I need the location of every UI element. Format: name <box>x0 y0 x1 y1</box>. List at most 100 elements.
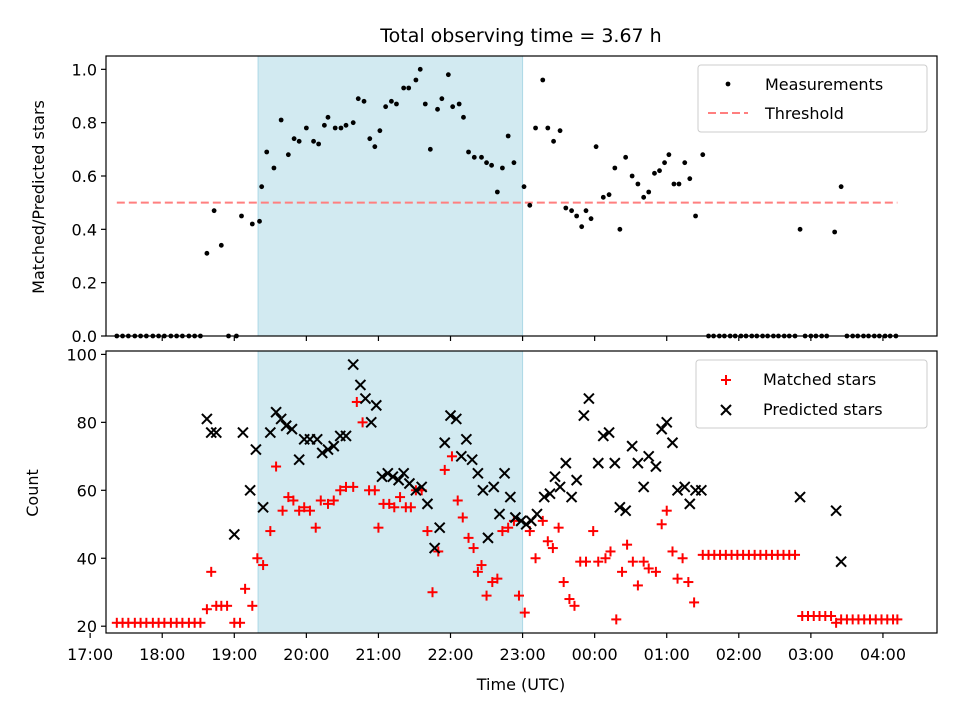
matched-point <box>672 573 683 584</box>
ratio-plot-frame <box>105 55 938 337</box>
matched-point <box>667 546 678 557</box>
matched-point <box>315 495 326 506</box>
measurement-point <box>450 104 456 110</box>
matched-point <box>564 594 575 605</box>
matched-point <box>258 560 269 571</box>
predicted-point <box>515 515 527 527</box>
count-panel: 20 40 60 80 100 17:00 18:00 19:00 20:00 21:00 22:… <box>23 345 938 694</box>
matched-point <box>288 495 299 506</box>
predicted-point <box>666 437 679 449</box>
measurement-point <box>435 106 440 112</box>
matched-point <box>790 549 801 560</box>
predicted-point <box>554 481 566 493</box>
ratio-y-tick-label: 0.2 <box>72 274 97 293</box>
matched-point <box>588 526 599 537</box>
matched-point <box>439 464 450 475</box>
predicted-point <box>286 423 298 435</box>
matched-point <box>247 600 258 611</box>
predicted-point <box>565 491 578 503</box>
count-x-tick-label: 21:00 <box>355 645 401 664</box>
matched-point <box>328 495 339 506</box>
predicted-point <box>830 504 842 517</box>
ratio-y-label: Matched/Predicted stars <box>29 100 48 294</box>
count-plot-frame <box>105 350 938 634</box>
measurement-point <box>693 213 698 219</box>
matched-point <box>395 492 406 503</box>
predicted-point <box>549 471 561 483</box>
predicted-point <box>237 426 249 439</box>
predicted-point <box>392 474 405 486</box>
measurement-point <box>635 181 641 187</box>
predicted-point <box>397 467 410 480</box>
predicted-point <box>428 542 441 554</box>
matched-point <box>569 600 580 611</box>
predicted-point <box>205 426 217 439</box>
measurement-point <box>569 208 574 214</box>
matched-point <box>265 526 276 537</box>
measurement-point <box>527 202 533 208</box>
matched-point <box>335 485 346 496</box>
predicted-point <box>626 440 638 452</box>
measurement-point <box>401 85 407 91</box>
count-x-tick-label: 00:00 <box>572 645 618 664</box>
measurement-point <box>259 184 265 190</box>
measurement-point <box>471 154 477 160</box>
measurement-point <box>838 184 844 190</box>
measurement-point <box>652 170 657 176</box>
figure-title: Total observing time = 3.67 h <box>379 25 661 47</box>
count-y-tick-label: 80 <box>77 413 97 432</box>
matched-point <box>605 546 616 557</box>
threshold-legend-label: Threshold <box>764 104 844 123</box>
count-x-tick-label: 20:00 <box>283 645 329 664</box>
measurement-point <box>687 176 693 182</box>
measurement-point <box>662 160 667 166</box>
predicted-point <box>794 491 806 503</box>
ratio-y-tick-label: 0.0 <box>72 327 97 346</box>
predicted-point <box>482 532 494 544</box>
predicted-point <box>382 467 394 480</box>
matched-point <box>457 512 468 523</box>
predicted-point <box>439 437 451 449</box>
measurement-point <box>422 101 428 107</box>
count-y-tick-label: 60 <box>77 481 97 500</box>
predicted-point <box>210 426 222 439</box>
matched-point <box>369 485 380 496</box>
measurement-point <box>646 189 652 195</box>
predicted-point <box>835 555 847 568</box>
measurement-point <box>676 181 682 187</box>
measurement-point <box>500 165 505 171</box>
measurement-point <box>533 125 538 131</box>
predicted-point <box>433 521 446 534</box>
predicted-point <box>450 413 462 425</box>
predicted-point <box>370 399 382 412</box>
count-y-tick-label: 100 <box>66 345 97 364</box>
measurement-point <box>303 125 309 131</box>
count-x-tick-label: 18:00 <box>139 645 185 664</box>
predicted-point <box>520 518 532 530</box>
matched-point <box>357 417 368 428</box>
matched-point <box>593 556 604 567</box>
predicted-point <box>365 416 377 429</box>
predicted-point <box>280 420 292 432</box>
predicted-point <box>244 484 256 497</box>
matched-point <box>463 532 474 543</box>
predicted-point <box>270 406 282 418</box>
predicted-point <box>322 443 334 456</box>
measurement-point <box>321 122 327 128</box>
measurement-legend-label: Measurements <box>765 75 883 94</box>
measurement-point <box>211 208 217 214</box>
ratio-legend-box <box>697 64 928 133</box>
measurement-point <box>574 213 580 219</box>
measurement-point <box>338 125 344 131</box>
measurement-point <box>445 72 451 78</box>
ratio-y-tick-label: 1.0 <box>72 60 97 79</box>
measurement-point <box>700 152 706 158</box>
count-legend-box <box>695 359 928 429</box>
matched-point <box>195 617 206 628</box>
matched-point <box>492 573 503 584</box>
matched-point <box>271 461 282 472</box>
ratio-legend: Measurements Threshold <box>697 64 928 133</box>
matched-point <box>389 502 400 513</box>
matched-point <box>373 522 384 533</box>
matched-point <box>283 492 294 503</box>
